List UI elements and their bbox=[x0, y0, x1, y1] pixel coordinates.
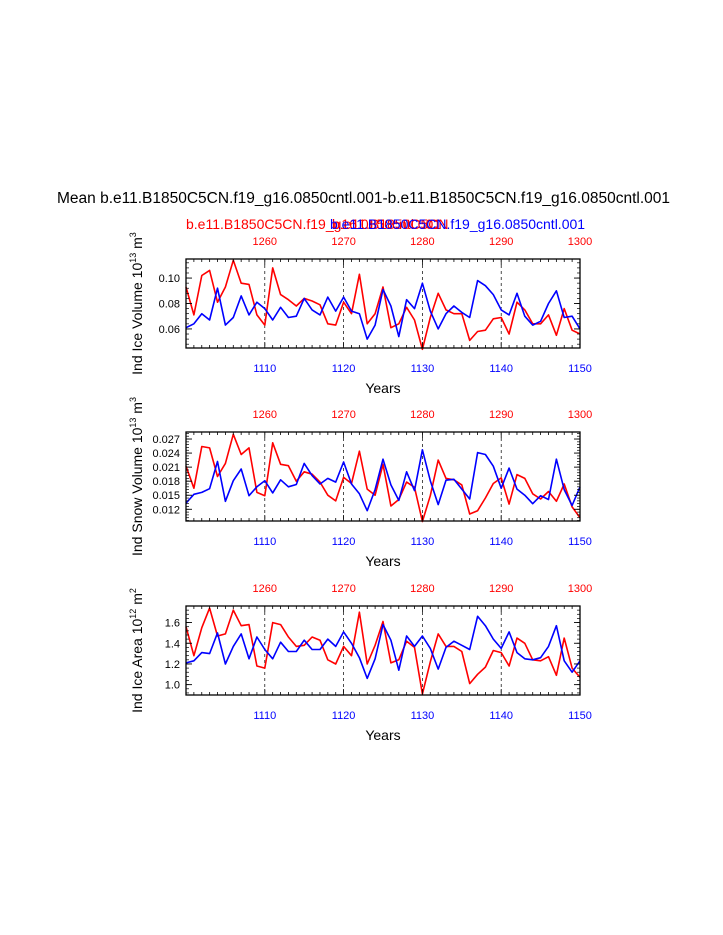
x-tick-label-bottom: 1130 bbox=[411, 363, 435, 375]
x-tick-label-top: 1280 bbox=[410, 236, 434, 248]
y-tick-label: 0.012 bbox=[152, 504, 180, 516]
x-tick-label-top: 1280 bbox=[410, 409, 434, 421]
x-axis-label: Years bbox=[365, 380, 400, 396]
y-tick-label: 0.08 bbox=[159, 299, 180, 311]
chart-panel-1: 1110 1120 1130 1140 1150 1260 1270 1280 1290 1300… bbox=[128, 232, 592, 396]
x-tick-label-bottom: 1150 bbox=[568, 363, 592, 375]
x-tick-label-top: 1300 bbox=[568, 236, 592, 248]
series-line-case2 bbox=[185, 279, 581, 340]
x-tick-label-top: 1270 bbox=[331, 583, 355, 595]
x-tick-label-top: 1270 bbox=[331, 236, 355, 248]
y-tick-label: 0.06 bbox=[159, 324, 180, 336]
main-title-text: Mean b.e11.B1850C5CN.f19_g16.0850cntl.00… bbox=[57, 190, 670, 207]
x-tick-label-bottom: 1150 bbox=[568, 710, 592, 722]
x-tick-label-top: 1260 bbox=[253, 409, 277, 421]
x-tick-label-bottom: 1120 bbox=[332, 710, 356, 722]
series-line-case1 bbox=[185, 259, 581, 351]
y-tick-label: 0.018 bbox=[152, 476, 180, 488]
x-tick-label-top: 1290 bbox=[489, 583, 513, 595]
series-line-case1 bbox=[185, 433, 581, 523]
y-axis-label: Ind Ice Area 1012 m2 bbox=[128, 588, 145, 713]
y-tick-label: 1.6 bbox=[165, 618, 180, 630]
x-tick-label-bottom: 1120 bbox=[332, 536, 356, 548]
x-tick-label-top: 1260 bbox=[253, 236, 277, 248]
x-tick-label-top: 1270 bbox=[331, 409, 355, 421]
x-tick-label-top: 1300 bbox=[568, 409, 592, 421]
x-axis-label: Years bbox=[365, 727, 400, 743]
series-line-case2 bbox=[185, 448, 581, 512]
case2-label: b.e11.B1850C5CN.f19_g16.0850cntl.001 bbox=[330, 216, 586, 232]
y-tick-label: 0.024 bbox=[152, 448, 180, 460]
x-axis-label: Years bbox=[365, 553, 400, 569]
x-tick-label-top: 1300 bbox=[568, 583, 592, 595]
x-tick-label-bottom: 1110 bbox=[253, 363, 276, 375]
x-tick-label-bottom: 1120 bbox=[332, 363, 356, 375]
main-title: Mean b.e11.B1850C5CN.f19_g16.0850cntl.00… bbox=[0, 190, 723, 214]
y-tick-label: 1.4 bbox=[165, 638, 180, 650]
series-line-case2 bbox=[185, 615, 581, 680]
x-tick-label-top: 1290 bbox=[489, 236, 513, 248]
chart-panel-3: 1110 1120 1130 1140 1150 1260 1270 1280 1290 1300… bbox=[128, 583, 592, 743]
case1-label: b.e11.B1850C5CN.f19_g16.0850cntl.001 bbox=[186, 216, 442, 232]
chart-panel-2: 1110 1120 1130 1140 1150 1260 1270 1280 1290 1300… bbox=[128, 397, 592, 569]
x-tick-label-bottom: 1110 bbox=[253, 710, 276, 722]
x-tick-label-bottom: 1140 bbox=[489, 536, 513, 548]
plot-frame bbox=[185, 605, 581, 696]
x-tick-label-top: 1260 bbox=[253, 583, 277, 595]
x-tick-label-top: 1290 bbox=[489, 409, 513, 421]
y-tick-label: 0.021 bbox=[152, 462, 180, 474]
x-tick-label-bottom: 1150 bbox=[568, 536, 592, 548]
y-tick-label: 1.0 bbox=[165, 680, 180, 692]
y-axis-label: Ind Ice Volume 1013 m3 bbox=[128, 232, 145, 375]
series-line-case1 bbox=[185, 607, 581, 695]
y-tick-label: 0.027 bbox=[152, 434, 180, 446]
y-tick-label: 0.10 bbox=[159, 273, 180, 285]
x-tick-label-bottom: 1130 bbox=[411, 710, 435, 722]
x-tick-label-top: 1280 bbox=[410, 583, 434, 595]
y-axis-label: Ind Snow Volume 1013 m3 bbox=[128, 397, 145, 556]
x-tick-label-bottom: 1140 bbox=[489, 363, 513, 375]
x-tick-label-bottom: 1130 bbox=[411, 536, 435, 548]
y-tick-label: 1.2 bbox=[165, 659, 180, 671]
x-tick-label-bottom: 1110 bbox=[253, 536, 276, 548]
y-tick-label: 0.015 bbox=[152, 490, 180, 502]
x-tick-label-bottom: 1140 bbox=[489, 710, 513, 722]
case1-label-overlap: b.e11.B1850C5CN bbox=[332, 216, 449, 232]
